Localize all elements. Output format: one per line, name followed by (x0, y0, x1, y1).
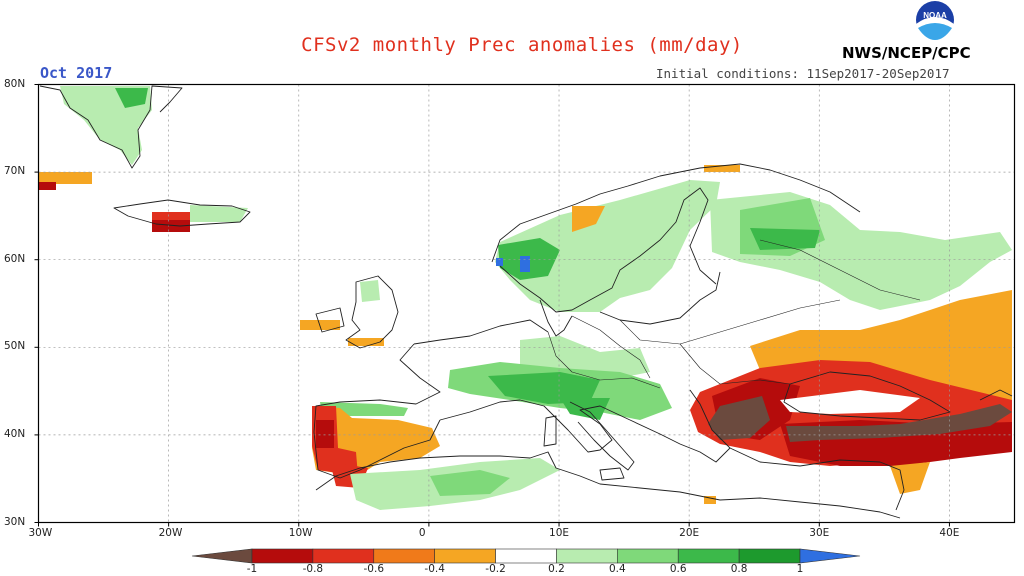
colorbar-high-triangle (799, 548, 861, 564)
colorbar-swatch (373, 548, 435, 564)
forecast-month: Oct 2017 (40, 64, 113, 82)
colorbar-swatch (617, 548, 679, 564)
anomaly-middle-east (890, 462, 930, 494)
agency-label: NWS/NCEP/CPC (842, 44, 971, 62)
colorbar-swatch (312, 548, 375, 564)
colorbar-label: -0.4 (424, 563, 445, 575)
longitude-label: 10W (288, 527, 313, 539)
latitude-label: 50N (4, 340, 26, 353)
noaa-logo-text: NOAA (923, 11, 947, 20)
anomaly-norway-blue-2 (496, 258, 503, 266)
colorbar (191, 548, 861, 564)
latitude-label: 80N (4, 77, 26, 90)
colorbar-swatch (677, 548, 740, 564)
map-frame (37, 83, 1016, 524)
anomaly-small-spot (704, 496, 716, 504)
anomaly-ireland-south (348, 338, 384, 346)
anomaly-iceland-east (190, 205, 248, 222)
anomaly-iceland-west-dark (152, 220, 190, 232)
colorbar-swatch (251, 548, 314, 564)
anomaly-turkey-brown (786, 404, 1012, 442)
anomaly-greenland-south-red (38, 182, 56, 190)
latitude-label: 70N (4, 165, 26, 178)
colorbar-label: -1 (246, 563, 258, 575)
anomaly-portugal-dark (316, 420, 334, 448)
anomaly-ukraine-gap (780, 390, 920, 414)
anomaly-alps-strong (488, 372, 600, 404)
latitude-label: 40N (4, 427, 26, 440)
coastlines (39, 85, 1013, 519)
longitude-label: 40E (939, 527, 960, 539)
anomaly-scandinavia (495, 180, 720, 312)
chart-title: CFSv2 monthly Prec anomalies (mm/day) (301, 34, 743, 56)
colorbar-label: 0.4 (608, 563, 626, 575)
colorbar-swatch (495, 548, 557, 564)
colorbar-label: 1 (796, 563, 804, 575)
longitude-label: 30E (809, 527, 830, 539)
anomaly-norway-blue (520, 256, 530, 272)
graticule (38, 84, 1015, 523)
longitude-label: 30W (28, 527, 53, 539)
colorbar-swatch (434, 548, 496, 564)
colorbar-label: 0.6 (669, 563, 687, 575)
anomaly-greenland-east-strong (115, 88, 148, 108)
anomaly-finland-strongest (750, 228, 820, 250)
longitude-label: 10E (549, 527, 570, 539)
longitude-label: 0 (418, 527, 426, 539)
longitude-label: 20W (158, 527, 183, 539)
colorbar-low-triangle (191, 548, 253, 564)
latitude-label: 60N (4, 252, 26, 265)
anomaly-britain-green (360, 280, 380, 302)
colorbar-label: -0.2 (485, 563, 506, 575)
anomaly-norway-orange (572, 206, 605, 232)
colorbar-swatch (556, 548, 618, 564)
latitude-label: 30N (4, 515, 26, 528)
longitude-label: 20E (679, 527, 700, 539)
initial-conditions: Initial conditions: 11Sep2017-20Sep2017 (656, 66, 950, 81)
noaa-logo-icon: NOAA (916, 1, 954, 40)
colorbar-label: 0.8 (730, 563, 748, 575)
axis-ticks (34, 84, 950, 527)
anomaly-patches (38, 86, 1012, 510)
colorbar-swatch (738, 548, 801, 564)
colorbar-label: 0.2 (548, 563, 565, 575)
anomaly-greece-brown (708, 396, 770, 440)
anomaly-north-africa-strong (430, 470, 510, 496)
colorbar-label: -0.8 (302, 563, 324, 575)
colorbar-label: -0.6 (363, 563, 385, 575)
